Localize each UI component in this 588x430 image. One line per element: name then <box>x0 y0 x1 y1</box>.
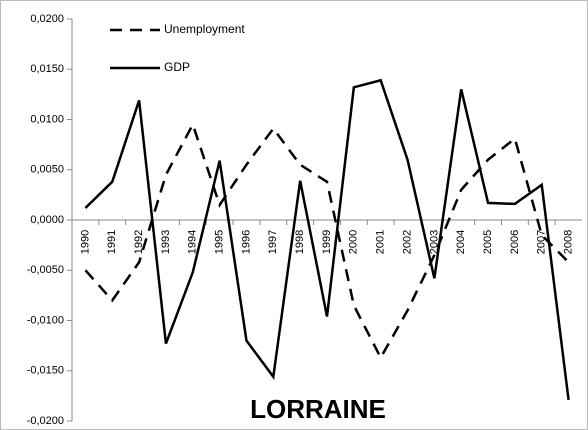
y-tick-label: -0,0150 <box>27 365 64 377</box>
x-tick-label: 2001 <box>375 230 387 254</box>
x-tick-label: 1997 <box>267 230 279 254</box>
x-tick-label: 2007 <box>536 230 548 254</box>
x-tick-label: 2005 <box>482 230 494 254</box>
chart-title: LORRAINE <box>250 394 386 424</box>
x-tick-label: 2004 <box>455 230 467 254</box>
x-tick-label: 2006 <box>509 230 521 254</box>
x-tick-label: 1996 <box>240 230 252 254</box>
legend-label: Unemployment <box>164 22 245 36</box>
series-line <box>84 78 570 401</box>
y-tick-label: 0,0150 <box>30 63 64 75</box>
x-tick-label: 1992 <box>133 230 145 254</box>
x-tick-label: 1994 <box>187 230 199 254</box>
y-tick-label: -0,0200 <box>27 415 64 427</box>
x-tick-label: 1999 <box>321 230 333 254</box>
series-line <box>84 121 570 361</box>
x-tick-label: 2003 <box>428 230 440 254</box>
legend-label: GDP <box>164 60 190 74</box>
y-tick-label: 0,0050 <box>30 164 64 176</box>
x-tick-label: 1993 <box>160 230 172 254</box>
x-tick-label: 1990 <box>79 230 91 254</box>
x-tick-label: 2008 <box>562 230 574 254</box>
x-tick-label: 2000 <box>348 230 360 254</box>
y-tick-label: 0,0100 <box>30 113 64 125</box>
y-tick-label: -0,0100 <box>27 314 64 326</box>
x-tick-label: 1991 <box>106 230 118 254</box>
x-tick-label: 2002 <box>401 230 413 254</box>
y-tick-label: -0,0050 <box>27 264 64 276</box>
x-tick-label: 1998 <box>294 230 306 254</box>
y-tick-label: 0,0200 <box>30 13 64 25</box>
y-tick-label: 0,0000 <box>30 214 64 226</box>
x-tick-label: 1995 <box>214 230 226 254</box>
